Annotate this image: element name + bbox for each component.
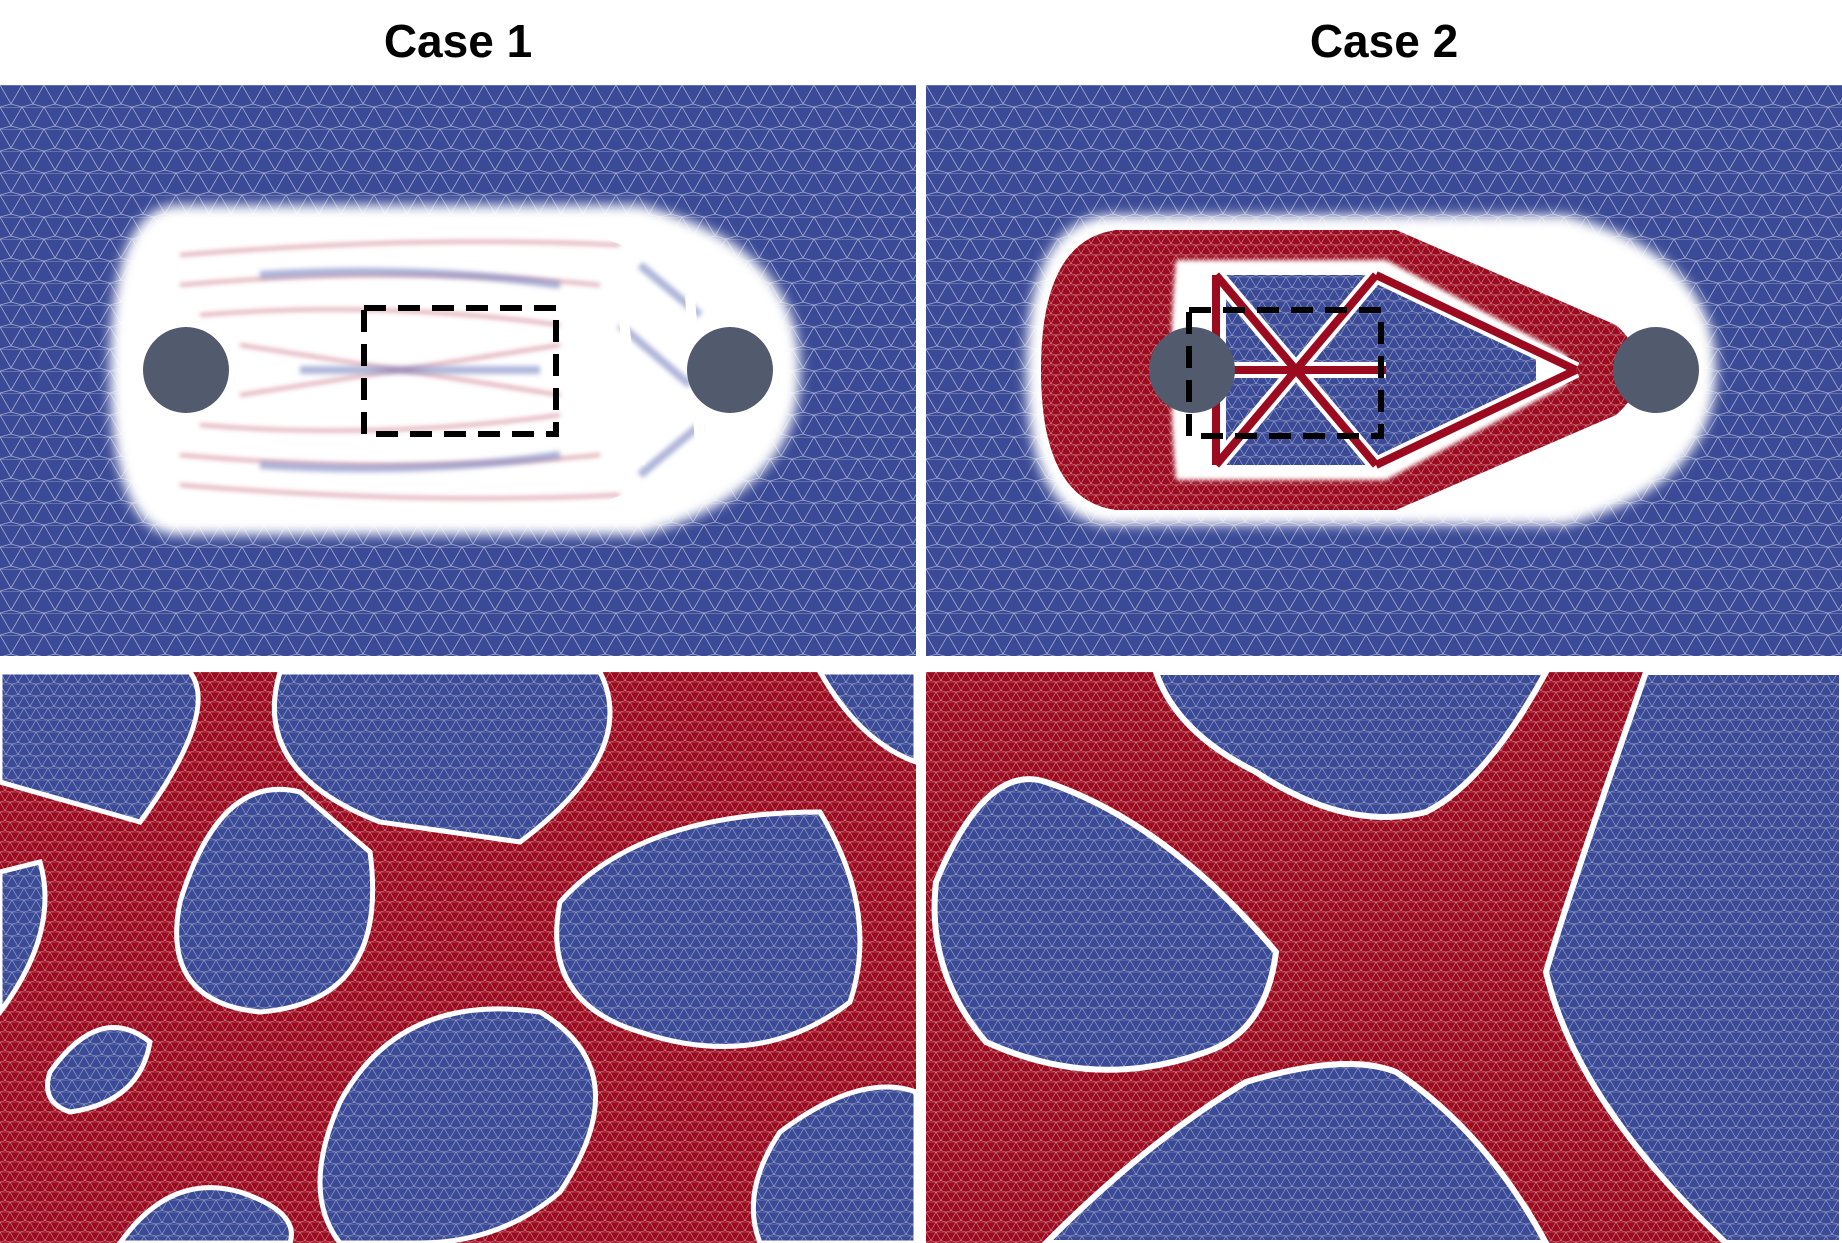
case-2-overview-figure xyxy=(926,85,1842,656)
right-support-pin xyxy=(1613,327,1699,413)
void-holes xyxy=(0,672,916,1243)
case-2-title: Case 2 xyxy=(1309,15,1459,67)
case-1-zoom-figure xyxy=(0,672,916,1243)
left-support-pin xyxy=(143,327,229,413)
void-holes xyxy=(931,672,1842,1243)
case-1-title: Case 1 xyxy=(383,15,533,67)
case-2-zoom-panel xyxy=(926,672,1842,1243)
case-2-overview-panel xyxy=(926,85,1842,656)
right-support-pin xyxy=(687,327,773,413)
zoom-box xyxy=(1186,307,1384,439)
left-support-pin xyxy=(1149,327,1235,413)
zoom-box xyxy=(361,305,559,437)
case-1-overview-figure xyxy=(0,85,916,656)
case-1-zoom-panel xyxy=(0,672,916,1243)
case-2-zoom-figure xyxy=(926,672,1842,1243)
case-1-overview-panel xyxy=(0,85,916,656)
